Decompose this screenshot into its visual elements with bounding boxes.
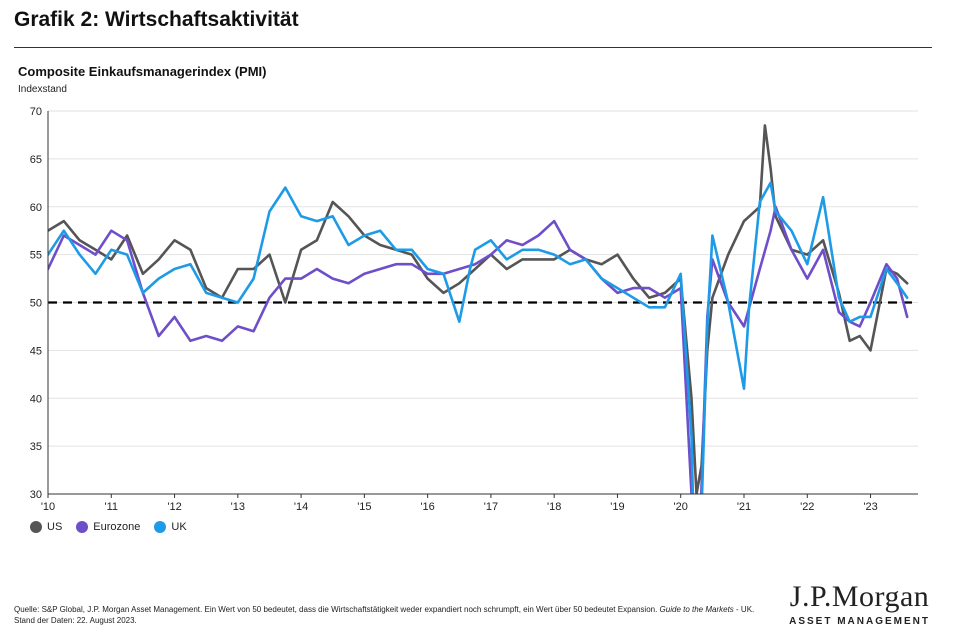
x-tick-label-2011: '11 bbox=[105, 501, 119, 513]
page-title: Grafik 2: Wirtschaftsaktivität bbox=[14, 8, 299, 31]
y-tick-label-45: 45 bbox=[30, 345, 42, 357]
chart-title: Composite Einkaufsmanagerindex (PMI) bbox=[18, 64, 267, 79]
x-tick-label-2013: '13 bbox=[231, 501, 245, 513]
y-tick-label-65: 65 bbox=[30, 154, 42, 166]
source-footnote: Quelle: S&P Global, J.P. Morgan Asset Ma… bbox=[14, 604, 774, 626]
y-tick-label-70: 70 bbox=[30, 106, 42, 118]
footnote-source: Quelle: S&P Global, J.P. Morgan Asset Ma… bbox=[14, 605, 660, 614]
y-tick-label-35: 35 bbox=[30, 441, 42, 453]
x-axis-ticks: '10 '11 '12 '13 '14 '15 '16 '17 '18 '19 '20 '21 '22 '… bbox=[41, 494, 878, 513]
pmi-line-chart: 30 35 40 45 50 55 60 65 70 '10 '11 '12 '13 '14 '15 '16… bbox=[30, 106, 918, 513]
x-tick-label-2018: '18 bbox=[547, 501, 561, 513]
x-tick-label-2016: '16 bbox=[420, 501, 434, 513]
y-axis-label: Indexstand bbox=[18, 84, 67, 95]
y-tick-label-50: 50 bbox=[30, 298, 42, 310]
legend-label-uk: UK bbox=[171, 521, 187, 533]
legend-swatch-us bbox=[30, 521, 42, 533]
series-lines bbox=[48, 124, 909, 494]
legend-swatch-eurozone bbox=[76, 521, 89, 533]
y-axis-ticks: 30 35 40 45 50 55 60 65 70 bbox=[30, 106, 42, 501]
x-tick-label-2010: '10 bbox=[41, 501, 55, 513]
title-divider bbox=[14, 47, 932, 48]
x-tick-label-2012: '12 bbox=[167, 501, 181, 513]
legend-item-uk: UK bbox=[154, 521, 187, 533]
legend-item-us: US bbox=[30, 521, 62, 533]
logo-wordmark: J.P.Morgan bbox=[789, 580, 930, 613]
x-tick-label-2017: '17 bbox=[484, 501, 498, 513]
series-line-eurozone bbox=[48, 205, 909, 494]
series-line-us bbox=[48, 124, 909, 494]
y-tick-label-55: 55 bbox=[30, 250, 42, 262]
legend: US Eurozone UK bbox=[30, 521, 187, 533]
logo-subtitle: ASSET MANAGEMENT bbox=[789, 616, 930, 627]
x-tick-label-2021: '21 bbox=[737, 501, 751, 513]
legend-item-eurozone: Eurozone bbox=[76, 521, 140, 533]
jpmorgan-logo: J.P.Morgan ASSET MANAGEMENT bbox=[789, 580, 930, 627]
footnote-guide: Guide to the Markets bbox=[659, 605, 734, 614]
x-tick-label-2020: '20 bbox=[674, 501, 688, 513]
legend-label-eurozone: Eurozone bbox=[93, 521, 141, 533]
x-tick-label-2022: '22 bbox=[800, 501, 814, 513]
y-tick-label-60: 60 bbox=[30, 202, 42, 214]
x-tick-label-2014: '14 bbox=[294, 501, 308, 513]
legend-swatch-uk bbox=[154, 521, 167, 533]
y-tick-label-40: 40 bbox=[30, 393, 42, 405]
x-tick-label-2023: '23 bbox=[863, 501, 877, 513]
x-tick-label-2019: '19 bbox=[610, 501, 624, 513]
footnote-date: - UK. Stand der Daten: 22. August 2023. bbox=[14, 605, 755, 625]
legend-label-us: US bbox=[47, 521, 63, 533]
gridlines bbox=[48, 110, 918, 447]
y-tick-label-30: 30 bbox=[30, 489, 42, 501]
axes bbox=[47, 111, 918, 495]
x-tick-label-2015: '15 bbox=[357, 501, 371, 513]
series-line-uk bbox=[48, 181, 909, 494]
